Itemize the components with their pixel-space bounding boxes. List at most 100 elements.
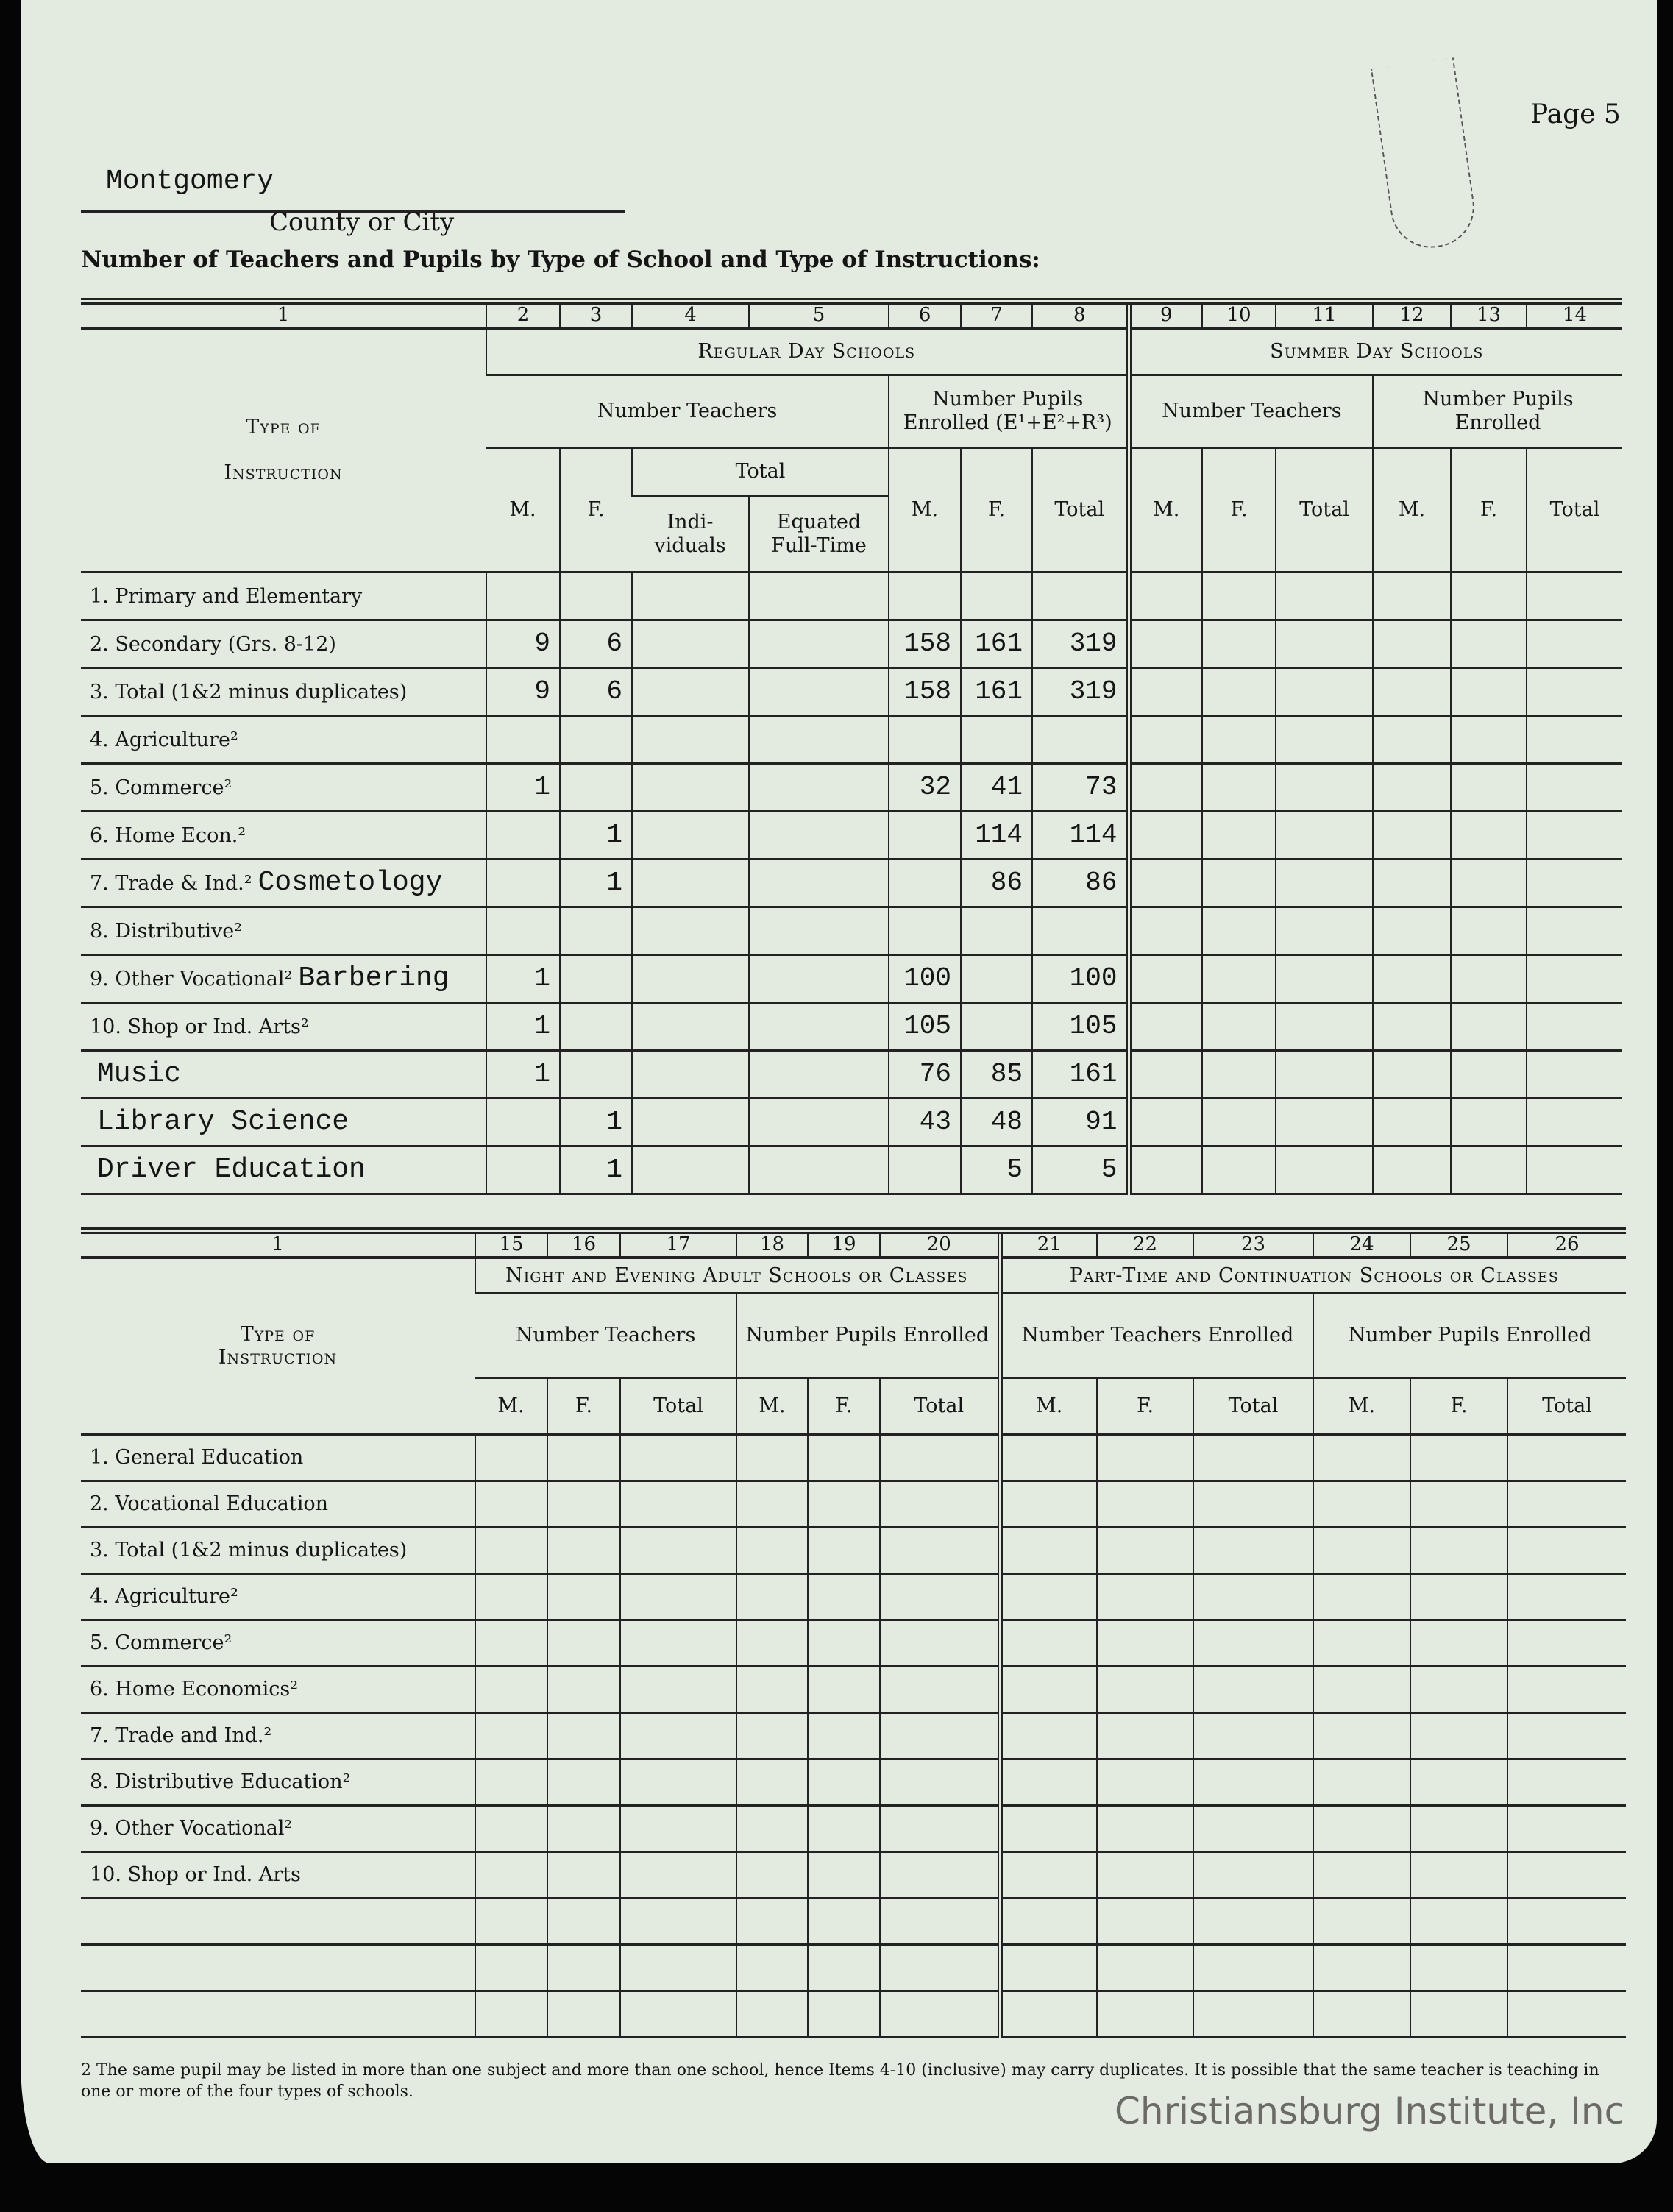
column-number-10: 10 [1201,301,1276,330]
cell-col-21 [997,1759,1097,1807]
mf-header-row: M. F. Total M. F. Total M. F. Total M. F. Total [81,1378,1626,1436]
cell-col-4 [631,1050,749,1099]
col-f: F. [547,1378,620,1436]
cell-col-23 [1193,1898,1313,1946]
row-label: 10. Shop or Ind. Arts² [81,1002,486,1052]
table-row: 1. Primary and Elementary [81,572,1622,621]
cell-col-22 [1096,1805,1193,1853]
cell-col-3 [559,715,632,765]
cell-col-3: 6 [559,620,632,669]
night-evening-header: Night and Evening Adult Schools or Class… [475,1258,1000,1294]
cell-col-25 [1410,1620,1507,1667]
cell-col-18 [736,1944,808,1992]
row-label: 8. Distributive² [81,907,486,956]
cell-col-20 [879,1991,1000,2038]
row-label: 9. Other Vocational² Barbering [81,954,486,1004]
table-row: 2. Vocational Education [81,1481,1626,1528]
row-printed-label: 2. Secondary (Grs. 8-12) [90,632,336,656]
table-row: 3. Total (1&2 minus duplicates) 9 6 158 161 3… [81,667,1622,717]
cell-col-21 [997,1527,1097,1575]
cell-col-9 [1126,954,1202,1004]
cell-col-11 [1275,859,1373,908]
table-row: 7. Trade and Ind.² [81,1712,1626,1760]
cell-col-24 [1313,1805,1410,1853]
cell-col-18 [736,1481,808,1528]
column-number-17: 17 [619,1230,736,1259]
cell-col-5 [748,811,889,860]
cell-col-19 [807,1481,880,1528]
cell-col-2: 9 [486,620,560,669]
cell-col-14 [1526,811,1622,860]
cell-col-8: 161 [1031,1050,1129,1099]
col-total: Total [619,1378,736,1436]
cell-col-11 [1275,1098,1373,1147]
row-label: 6. Home Econ.² [81,811,486,860]
column-number-25: 25 [1410,1230,1507,1259]
cell-col-26 [1507,1759,1626,1807]
cell-col-24 [1313,1527,1410,1575]
cell-col-19 [807,1712,880,1760]
cell-col-5 [748,954,889,1004]
cell-col-18 [736,1991,808,2038]
cell-col-5 [748,1002,889,1052]
cell-col-11 [1275,763,1373,812]
column-number-13: 13 [1450,301,1527,330]
cell-col-17 [619,1527,736,1575]
cell-col-24 [1313,1759,1410,1807]
cell-col-21 [997,1991,1097,2038]
cell-col-25 [1410,1759,1507,1807]
cell-col-24 [1313,1991,1410,2038]
cell-col-7: 161 [960,667,1032,717]
cell-col-25 [1410,1898,1507,1946]
cell-col-9 [1126,572,1202,621]
cell-col-8: 319 [1031,667,1129,717]
cell-col-6: 158 [888,620,961,669]
cell-col-12 [1372,811,1451,860]
cell-col-14 [1526,667,1622,717]
table-row: 5. Commerce² [81,1620,1626,1667]
cell-col-21 [997,1851,1097,1899]
cell-col-3: 1 [559,1146,632,1195]
cell-col-18 [736,1898,808,1946]
cell-col-18 [736,1712,808,1760]
row-typed-label: Cosmetology [257,866,443,898]
column-number-row: 1 2 3 4 5 6 7 8 9 10 11 12 13 14 [81,301,1622,330]
cell-col-20 [879,1898,1000,1946]
cell-col-4 [631,811,749,860]
cell-col-4 [631,1146,749,1195]
cell-col-7: 48 [960,1098,1032,1147]
cell-col-25 [1410,1666,1507,1714]
row-printed-label: 3. Total (1&2 minus duplicates) [90,680,408,703]
cell-col-21 [997,1620,1097,1667]
cell-col-6: 76 [888,1050,961,1099]
cell-col-14 [1526,954,1622,1004]
table-row: 5. Commerce² 1 32 41 73 [81,763,1622,812]
cell-col-14 [1526,1146,1622,1195]
row-typed-label: Driver Education [97,1153,366,1185]
column-number-26: 26 [1507,1230,1626,1259]
cell-col-5 [748,1050,889,1099]
cell-col-9 [1126,667,1202,717]
cell-col-8 [1031,907,1129,956]
table-row: 10. Shop or Ind. Arts² 1 105 105 [81,1002,1622,1052]
cell-col-3 [559,954,632,1004]
cell-col-9 [1126,1098,1202,1147]
cell-col-14 [1526,763,1622,812]
cell-col-7 [960,1002,1032,1052]
column-number-12: 12 [1372,301,1451,330]
col-m: M. [997,1378,1097,1436]
cell-col-10 [1201,667,1276,717]
column-number-5: 5 [748,301,889,330]
cell-col-8: 86 [1031,859,1129,908]
adult-part-time-schools-table: 1 15 16 17 18 19 20 21 22 23 24 25 26 Type of Instru… [81,1227,1626,2038]
cell-col-12 [1372,907,1451,956]
cell-col-4 [631,859,749,908]
cell-col-13 [1450,1050,1527,1099]
cell-col-13 [1450,811,1527,860]
row-label: 5. Commerce² [81,763,486,812]
cell-col-13 [1450,1002,1527,1052]
cell-col-19 [807,1434,880,1482]
row-label: 3. Total (1&2 minus duplicates) [81,1527,475,1575]
cell-col-9 [1126,907,1202,956]
cell-col-26 [1507,1898,1626,1946]
